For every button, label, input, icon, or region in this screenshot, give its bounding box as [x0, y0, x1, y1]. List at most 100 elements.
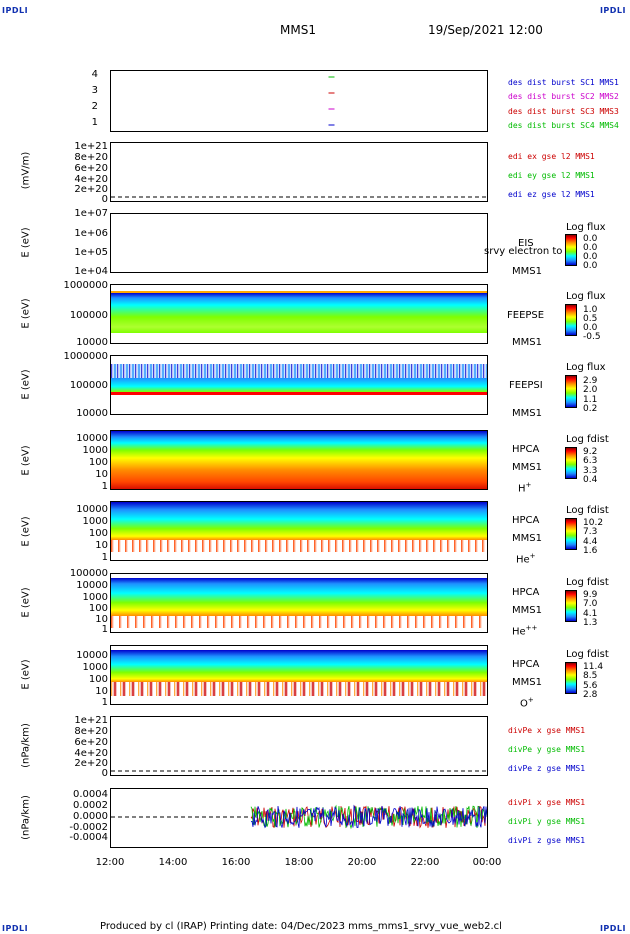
hpca-o-colorbar-title: Log fdist — [566, 649, 609, 660]
edi-ytick: 8e+20 — [74, 152, 108, 163]
hpca-he-ytick: 1 — [101, 552, 108, 563]
divpe-ytick: 4e+20 — [74, 748, 108, 759]
hpca-he2-ytick: 100000 — [69, 568, 108, 579]
edi-legend-y: edi ey gse l2 MMS1 — [508, 171, 595, 180]
feepse-ytick: 100000 — [69, 310, 108, 321]
divpi-trace — [250, 804, 487, 830]
feepse-cb-value: -0.5 — [583, 332, 601, 342]
feepsi-instrument: FEEPSI — [509, 380, 543, 391]
hpca-o-ytick: 1000 — [82, 662, 108, 673]
feepsi-colorbar — [565, 375, 577, 408]
burst-ytick: 4 — [91, 69, 98, 80]
hpca-he2-ytick: 100 — [88, 603, 108, 614]
feepse-colorbar-title: Log flux — [566, 291, 606, 302]
edi-legend-z: edi ez gse l2 MMS1 — [508, 190, 595, 199]
hpca-he2-instrument: HPCA — [512, 587, 540, 598]
burst-ytick: 1 — [91, 117, 98, 128]
edi-ytick: 0 — [101, 194, 108, 205]
x-tick-label: 14:00 — [158, 857, 188, 868]
panel-hpca-he2 — [110, 573, 488, 633]
feepsi-ytick: 1000000 — [63, 351, 108, 362]
eis-overlay-text: srvy electron to — [484, 246, 563, 257]
hpca-he-ion-charge: + — [529, 552, 536, 560]
feepse-cb-value: 1.0 — [583, 305, 598, 315]
hpca-he-colorbar-title: Log fdist — [566, 505, 609, 516]
hpca-h-ylabel: E (eV) — [20, 445, 32, 476]
hpca-he-ytick: 100 — [88, 528, 108, 539]
divpi-ytick: 0.0000 — [73, 811, 108, 822]
hpca-he-ylabel: E (eV) — [20, 516, 32, 547]
hpca-h-cb-value: 9.2 — [583, 447, 598, 457]
divpi-ytick: -0.0004 — [69, 832, 108, 843]
footer-credit: Produced by cl (IRAP) Printing date: 04/… — [100, 921, 502, 932]
hpca-h-cb-value: 6.3 — [583, 456, 598, 466]
divpe-ytick: 6e+20 — [74, 737, 108, 748]
feepsi-cb-value: 1.1 — [583, 395, 598, 405]
x-tick-label: 22:00 — [410, 857, 440, 868]
divpi-legend-z: divPi z gse MMS1 — [508, 836, 586, 845]
burst-legend-sc4: des dist burst SC4 MMS4 — [508, 121, 619, 130]
hpca-he-ytick: 10 — [95, 540, 108, 551]
corner-mark-tl: IPDLI — [2, 6, 29, 15]
hpca-he-ion: He — [516, 554, 530, 566]
datetime-title: 19/Sep/2021 12:00 — [428, 23, 543, 37]
panel-hpca-o — [110, 645, 488, 705]
hpca-he-ytick: 10000 — [76, 504, 108, 515]
divpi-ytick: 0.0002 — [73, 800, 108, 811]
hpca-o-cb-value: 8.5 — [583, 671, 598, 681]
divpe-zero-line — [111, 770, 487, 772]
feepse-ytick: 10000 — [76, 337, 108, 348]
x-tick-label: 16:00 — [221, 857, 251, 868]
burst-legend-sc1: des dist burst SC1 MMS1 — [508, 78, 619, 87]
eis-ytick: 1e+07 — [74, 208, 108, 219]
divpi-ytick: -0.0002 — [69, 822, 108, 833]
panel-feepsi — [110, 355, 488, 415]
hpca-o-ytick: 100 — [88, 674, 108, 685]
eis-ytick: 1e+05 — [74, 247, 108, 258]
feepse-ytick: 1000000 — [63, 280, 108, 291]
hpca-h-ytick: 100 — [88, 457, 108, 468]
hpca-o-cb-value: 11.4 — [583, 662, 604, 672]
hpca-he-spacecraft: MMS1 — [512, 533, 542, 544]
hpca-he-instrument: HPCA — [512, 515, 540, 526]
feepse-ylabel: E (eV) — [20, 298, 32, 329]
divpe-ylabel: (nPa/km) — [20, 723, 32, 768]
hpca-he2-spacecraft: MMS1 — [512, 605, 542, 616]
hpca-h-colorbar — [565, 447, 577, 479]
hpca-h-spacecraft: MMS1 — [512, 462, 542, 473]
hpca-he2-cb-value: 4.1 — [583, 609, 598, 619]
eis-instrument: EIS — [518, 238, 534, 249]
eis-cb-value: 0.0 — [583, 234, 598, 244]
edi-ytick: 6e+20 — [74, 163, 108, 174]
divpe-legend-x: divPe x gse MMS1 — [508, 726, 586, 735]
hpca-he-species: He+ — [516, 552, 536, 565]
hpca-o-ion: O — [520, 698, 528, 710]
eis-ylabel: E (eV) — [20, 227, 32, 258]
hpca-o-ytick: 10000 — [76, 650, 108, 661]
panel-feepse — [110, 284, 488, 344]
hpca-he-cb-value: 7.3 — [583, 527, 598, 537]
burst-legend-sc2: des dist burst SC2 MMS2 — [508, 92, 619, 101]
divpe-ytick: 2e+20 — [74, 758, 108, 769]
hpca-he2-ytick: 1000 — [82, 592, 108, 603]
edi-ytick: 1e+21 — [74, 141, 108, 152]
feepse-cb-value: 0.5 — [583, 314, 598, 324]
hpca-h-ytick: 10000 — [76, 433, 108, 444]
hpca-h-cb-value: 3.3 — [583, 466, 598, 476]
corner-mark-tr: IPDLI — [599, 6, 626, 15]
hpca-he-cb-value: 1.6 — [583, 546, 598, 556]
eis-ytick: 1e+04 — [74, 266, 108, 277]
feepse-instrument: FEEPSE — [507, 310, 545, 321]
corner-mark-br: IPDLI — [599, 924, 626, 933]
hpca-he-ytick: 1000 — [82, 516, 108, 527]
hpca-he2-ion: He — [512, 626, 526, 638]
eis-cb-value: 0.0 — [583, 261, 598, 271]
edi-legend-x: edi ex gse l2 MMS1 — [508, 152, 595, 161]
edi-ytick: 4e+20 — [74, 174, 108, 185]
divpi-trace — [250, 804, 487, 829]
hpca-he2-ylabel: E (eV) — [20, 587, 32, 618]
hpca-h-ion-charge: + — [525, 481, 532, 489]
hpca-he2-ytick: 10000 — [76, 580, 108, 591]
hpca-h-ytick: 1000 — [82, 445, 108, 456]
hpca-h-species: H+ — [518, 481, 531, 494]
